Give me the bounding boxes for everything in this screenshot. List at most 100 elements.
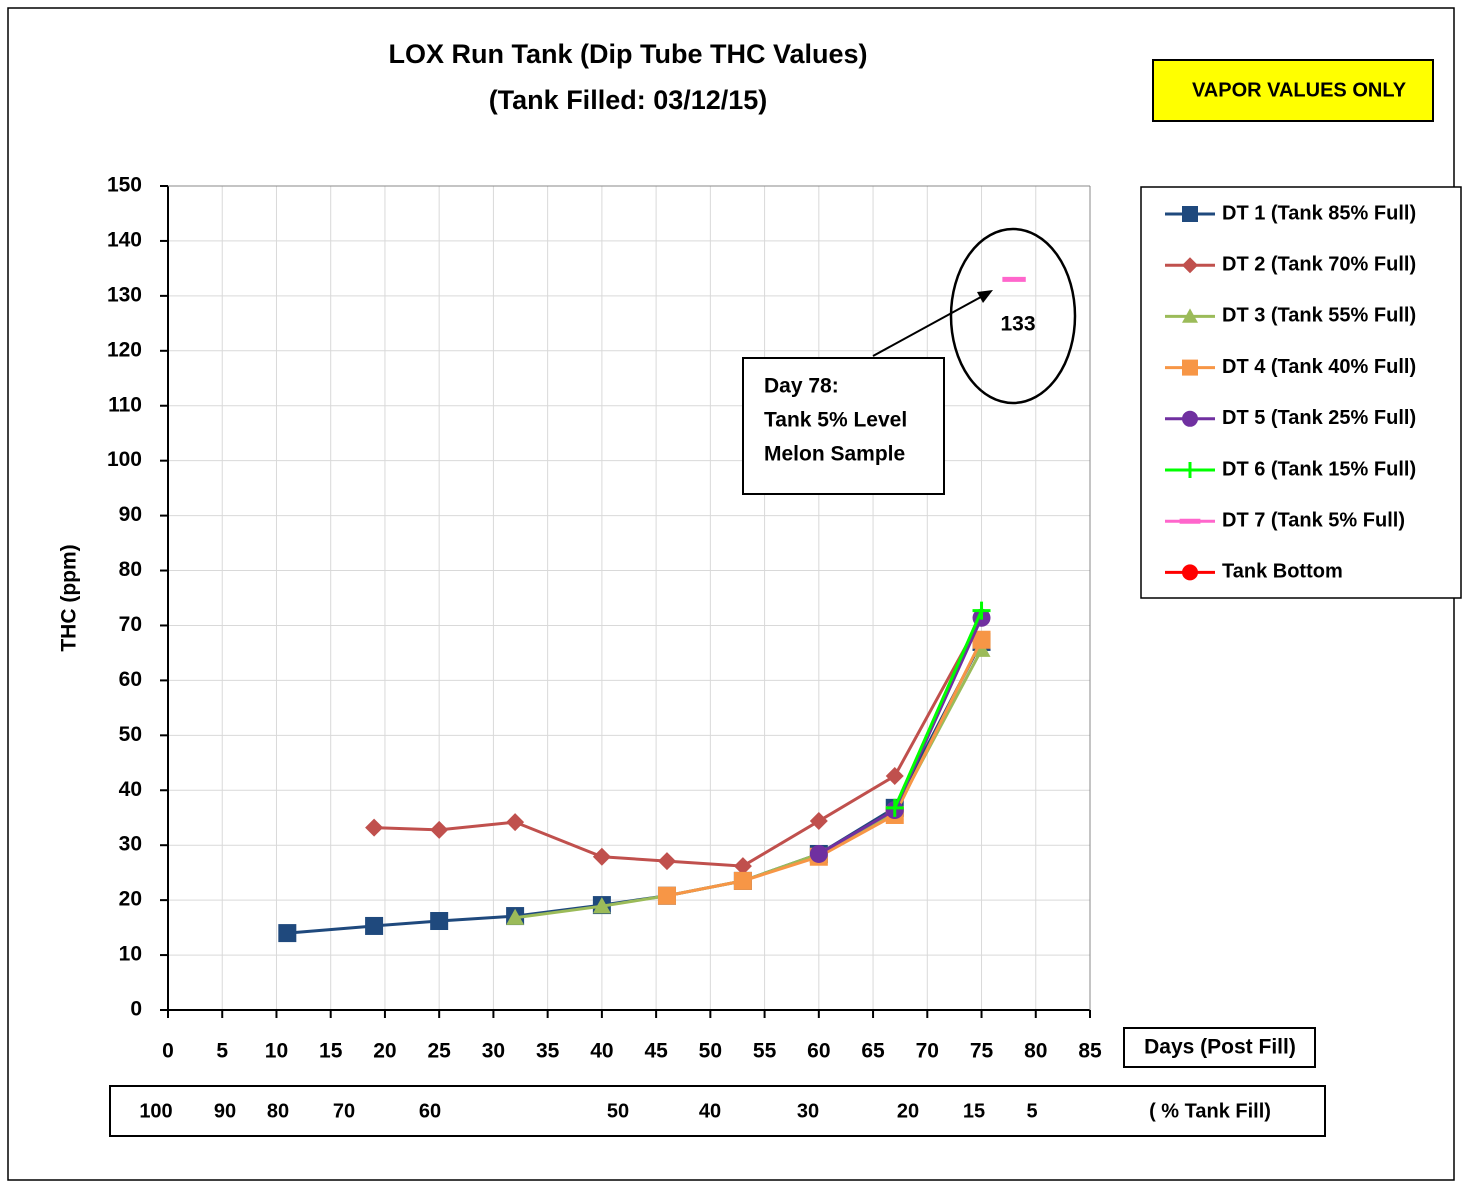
x-tick-label: 75 [970, 1040, 994, 1063]
tank-fill-value: 5 [1026, 1100, 1037, 1122]
x-tick-label: 5 [216, 1040, 228, 1063]
y-tick-label: 150 [107, 174, 142, 197]
marker [278, 924, 297, 943]
x-axis-label: Days (Post Fill) [1144, 1036, 1296, 1059]
y-tick-label: 40 [119, 778, 142, 801]
y-tick-label: 70 [119, 613, 142, 636]
marker [885, 798, 904, 817]
badge-box [1152, 59, 1434, 122]
marker [809, 812, 828, 831]
y-tick-label: 10 [119, 943, 142, 966]
x-tick-label: 40 [590, 1040, 613, 1063]
x-tick-label: 35 [536, 1040, 560, 1063]
x-tick-label: 50 [699, 1040, 722, 1063]
marker [1182, 206, 1198, 222]
callout-arrow [872, 291, 991, 357]
legend-label: DT 1 (Tank 85% Full) [1222, 202, 1416, 224]
arrow-head [977, 290, 993, 303]
series-line [893, 610, 983, 809]
marker [657, 886, 676, 905]
y-tick-label: 110 [108, 393, 142, 416]
tank-fill-value: 40 [699, 1100, 721, 1122]
plot-area [168, 186, 1090, 1010]
marker [972, 630, 991, 649]
badge: VAPOR VALUES ONLY [1192, 79, 1407, 101]
x-tick-label: 15 [319, 1040, 343, 1063]
value-label: 133 [1000, 313, 1035, 336]
tank-fill-box [109, 1085, 1326, 1137]
x-tick-label: 30 [482, 1040, 505, 1063]
y-tick-label: 100 [107, 448, 142, 471]
y-tick-label: 130 [107, 283, 142, 306]
chart-subtitle: (Tank Filled: 03/12/15) [489, 85, 768, 115]
marker [430, 820, 449, 839]
series [885, 601, 991, 817]
legend-label: DT 4 (Tank 40% Full) [1222, 356, 1416, 378]
marker [809, 844, 828, 863]
callout-line: Day 78: [764, 375, 839, 398]
y-tick-label: 0 [130, 998, 142, 1021]
callout-line: Melon Sample [764, 443, 905, 466]
marker [1182, 462, 1198, 478]
tank-fill-value: 60 [419, 1100, 441, 1122]
highlight-ellipse [949, 227, 1077, 405]
y-tick-label: 30 [119, 833, 142, 856]
x-tick-label: 20 [373, 1040, 396, 1063]
legend-label: Tank Bottom [1222, 561, 1343, 583]
tank-fill-value: 20 [897, 1100, 919, 1122]
chart-title: LOX Run Tank (Dip Tube THC Values) [388, 39, 867, 69]
tank-fill-value: 100 [139, 1100, 172, 1122]
y-tick-label: 120 [107, 338, 142, 361]
y-tick-label: 60 [119, 668, 142, 691]
marker [657, 852, 676, 871]
marker [1182, 308, 1198, 323]
tank-fill-value: 70 [333, 1100, 355, 1122]
marker [506, 908, 525, 925]
y-tick-label: 90 [119, 503, 142, 526]
marker [972, 601, 991, 620]
y-tick-label: 20 [119, 888, 142, 911]
tank-fill-value: 80 [267, 1100, 289, 1122]
x-tick-label: 70 [916, 1040, 939, 1063]
y-axis-label: THC (ppm) [58, 544, 81, 651]
marker [885, 766, 904, 785]
plot: 0 10 20 30 40 50 60 70 80 90 100 110 120 130 140 150 0 5 1… [107, 174, 1102, 1063]
x-tick-label: 60 [807, 1040, 830, 1063]
marker [365, 916, 384, 935]
marker [733, 871, 752, 890]
marker [592, 897, 611, 914]
x-tick-label: 85 [1078, 1040, 1102, 1063]
x-tick-label: 25 [427, 1040, 451, 1063]
y-tick-label: 80 [119, 558, 142, 581]
marker [1182, 564, 1198, 581]
marker [1182, 359, 1198, 376]
legend-label: DT 3 (Tank 55% Full) [1222, 305, 1416, 327]
x-tick-label: 55 [753, 1040, 777, 1063]
marker [592, 847, 611, 866]
x-tick-label: 45 [644, 1040, 668, 1063]
tank-fill-label: ( % Tank Fill) [1149, 1100, 1271, 1122]
y-tick-label: 50 [119, 723, 142, 746]
callout-box [742, 357, 945, 495]
legend-label: DT 6 (Tank 15% Full) [1222, 458, 1416, 480]
marker [430, 912, 449, 931]
callout-line: Tank 5% Level [764, 409, 907, 432]
legend-label: DT 2 (Tank 70% Full) [1222, 253, 1416, 275]
marker [365, 818, 384, 837]
tank-fill-value: 50 [607, 1100, 629, 1122]
x-tick-label: 80 [1024, 1040, 1047, 1063]
x-tick-label: 65 [861, 1040, 885, 1063]
x-label-box [1123, 1027, 1316, 1068]
marker [1182, 410, 1198, 427]
x-tick-label: 0 [162, 1040, 174, 1063]
legend-label: DT 7 (Tank 5% Full) [1222, 509, 1405, 531]
tank-fill-value: 90 [214, 1100, 236, 1122]
x-tick-label: 10 [265, 1040, 288, 1063]
legend-box [1140, 186, 1462, 599]
legend-label: DT 5 (Tank 25% Full) [1222, 407, 1416, 429]
marker [506, 813, 525, 832]
y-tick-label: 140 [107, 228, 142, 251]
marker [733, 857, 752, 876]
tank-fill-value: 30 [797, 1100, 819, 1122]
